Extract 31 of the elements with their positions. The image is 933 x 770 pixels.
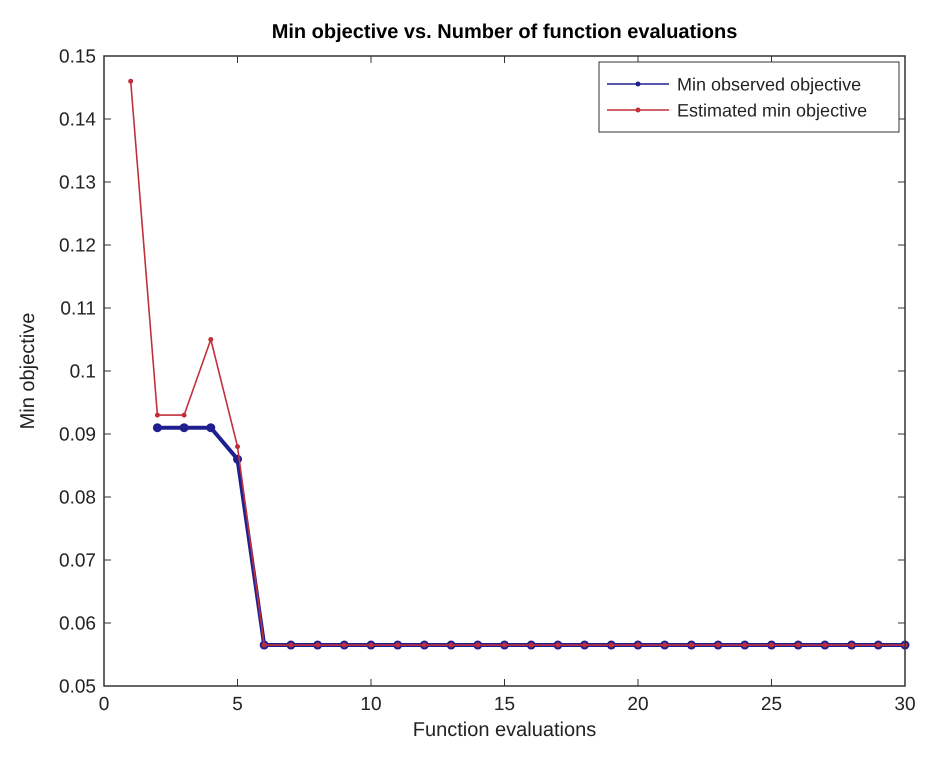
chart-title: Min objective vs. Number of function evaluations bbox=[272, 21, 738, 43]
y-tick-label: 0.05 bbox=[59, 676, 96, 698]
x-tick-label: 5 bbox=[232, 694, 243, 715]
legend-label: Estimated min objective bbox=[677, 100, 868, 120]
y-tick-label: 0.06 bbox=[59, 614, 96, 635]
point bbox=[154, 412, 160, 418]
point bbox=[128, 78, 134, 84]
y-tick-label: 0.13 bbox=[59, 172, 96, 194]
y-tick-label: 0.08 bbox=[59, 488, 96, 509]
x-tick-label: 25 bbox=[760, 694, 782, 715]
y-tick-label: 0.15 bbox=[59, 46, 96, 68]
point bbox=[152, 423, 162, 432]
x-tick-label: 15 bbox=[494, 694, 516, 715]
point bbox=[235, 444, 240, 450]
y-tick-label: 0.11 bbox=[60, 298, 96, 320]
x-tick-label: 30 bbox=[894, 694, 916, 715]
y-tick-label: 0.09 bbox=[59, 424, 96, 446]
x-tick-label: 20 bbox=[627, 694, 649, 715]
x-tick-label: 10 bbox=[360, 694, 382, 715]
y-tick-label: 0.12 bbox=[59, 236, 96, 257]
y-tick-label: 0.07 bbox=[59, 550, 96, 572]
point bbox=[182, 412, 187, 418]
y-tick-label: 0.14 bbox=[59, 110, 96, 131]
y-tick-label: 0.1 bbox=[70, 362, 96, 383]
x-tick-label: 0 bbox=[98, 694, 110, 715]
x-axis-title: Function evaluations bbox=[412, 719, 596, 741]
point bbox=[206, 423, 216, 432]
y-axis-title: Min objective bbox=[17, 312, 39, 430]
point bbox=[208, 337, 214, 342]
legend-label: Min observed objective bbox=[677, 74, 862, 94]
point bbox=[180, 423, 189, 432]
